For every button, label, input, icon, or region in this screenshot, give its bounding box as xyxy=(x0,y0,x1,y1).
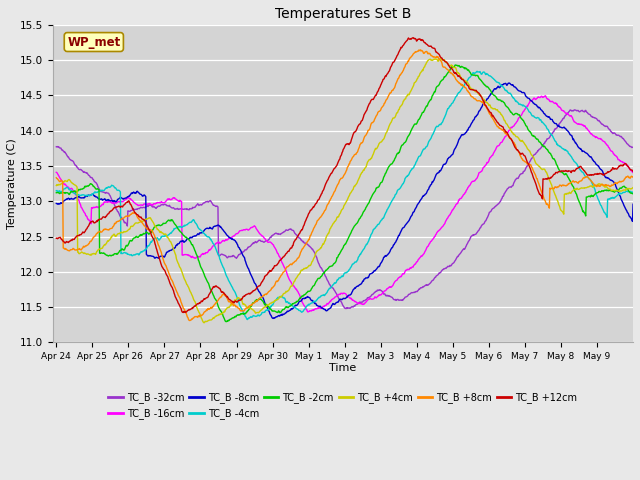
TC_B +8cm xyxy=(286,262,294,267)
TC_B +4cm xyxy=(629,185,637,191)
TC_B -2cm xyxy=(52,190,60,196)
TC_B -4cm xyxy=(474,69,481,74)
TC_B +8cm xyxy=(629,174,637,180)
TC_B -16cm xyxy=(449,207,457,213)
TC_B -32cm xyxy=(343,306,351,312)
TC_B +8cm xyxy=(503,132,511,138)
Line: TC_B -4cm: TC_B -4cm xyxy=(56,72,633,320)
Line: TC_B -8cm: TC_B -8cm xyxy=(56,83,633,318)
TC_B -8cm xyxy=(629,202,637,207)
TC_B -8cm xyxy=(286,307,294,313)
TC_B -16cm xyxy=(285,277,293,283)
TC_B +8cm xyxy=(52,175,60,180)
TC_B -4cm xyxy=(244,317,252,323)
TC_B -32cm xyxy=(307,244,314,250)
TC_B -16cm xyxy=(629,169,637,175)
TC_B -4cm xyxy=(449,100,457,106)
TC_B -2cm xyxy=(223,319,230,324)
TC_B -32cm xyxy=(111,203,119,209)
TC_B -2cm xyxy=(514,111,522,117)
TC_B -16cm xyxy=(503,132,511,138)
TC_B +12cm xyxy=(307,207,315,213)
TC_B +4cm xyxy=(307,262,315,267)
TC_B -4cm xyxy=(286,300,294,306)
TC_B +4cm xyxy=(286,285,294,290)
Y-axis label: Temperature (C): Temperature (C) xyxy=(7,138,17,229)
TC_B -8cm xyxy=(52,201,60,206)
TC_B -32cm xyxy=(570,107,578,113)
TC_B -32cm xyxy=(449,261,457,266)
Legend: TC_B -32cm, TC_B -16cm, TC_B -8cm, TC_B -4cm, TC_B -2cm, TC_B +4cm, TC_B +8cm, T: TC_B -32cm, TC_B -16cm, TC_B -8cm, TC_B … xyxy=(104,389,581,423)
Text: WP_met: WP_met xyxy=(67,36,120,48)
TC_B -8cm xyxy=(307,297,315,303)
Line: TC_B -32cm: TC_B -32cm xyxy=(56,110,633,309)
TC_B +8cm xyxy=(450,72,458,78)
TC_B -2cm xyxy=(111,251,119,256)
TC_B +12cm xyxy=(52,235,60,241)
TC_B +12cm xyxy=(450,69,458,74)
TC_B +12cm xyxy=(514,147,522,153)
TC_B -2cm xyxy=(629,191,637,197)
TC_B -8cm xyxy=(503,82,511,88)
Title: Temperatures Set B: Temperatures Set B xyxy=(275,7,411,21)
TC_B -2cm xyxy=(307,287,315,293)
TC_B -32cm xyxy=(285,226,293,232)
TC_B +4cm xyxy=(200,320,208,325)
TC_B +8cm xyxy=(186,318,193,324)
TC_B -8cm xyxy=(506,80,513,86)
TC_B +4cm xyxy=(111,234,119,240)
TC_B +4cm xyxy=(52,183,60,189)
TC_B -8cm xyxy=(449,151,457,157)
TC_B -32cm xyxy=(52,144,60,150)
TC_B -16cm xyxy=(307,308,315,313)
TC_B -2cm xyxy=(451,62,459,68)
TC_B -8cm xyxy=(111,198,119,204)
TC_B +12cm xyxy=(179,310,187,315)
TC_B -16cm xyxy=(513,119,521,124)
TC_B -2cm xyxy=(503,104,511,110)
TC_B -32cm xyxy=(629,144,637,150)
TC_B -32cm xyxy=(503,187,511,193)
TC_B +12cm xyxy=(410,35,417,41)
TC_B +8cm xyxy=(111,221,119,227)
Line: TC_B -2cm: TC_B -2cm xyxy=(56,65,633,322)
TC_B +8cm xyxy=(514,147,522,153)
TC_B +12cm xyxy=(286,246,294,252)
TC_B -4cm xyxy=(514,99,522,105)
TC_B +4cm xyxy=(436,56,444,61)
Line: TC_B +12cm: TC_B +12cm xyxy=(56,38,633,312)
TC_B -16cm xyxy=(304,309,312,315)
TC_B -4cm xyxy=(629,189,637,195)
Line: TC_B -16cm: TC_B -16cm xyxy=(56,96,633,312)
TC_B -16cm xyxy=(52,169,60,175)
X-axis label: Time: Time xyxy=(329,362,356,372)
TC_B -8cm xyxy=(269,315,277,321)
TC_B -32cm xyxy=(513,175,521,181)
TC_B -4cm xyxy=(52,188,60,193)
TC_B +12cm xyxy=(111,205,119,211)
TC_B +4cm xyxy=(450,65,458,71)
TC_B -4cm xyxy=(503,88,511,94)
TC_B -4cm xyxy=(111,185,119,191)
TC_B -2cm xyxy=(286,303,294,309)
TC_B -8cm xyxy=(514,87,522,93)
TC_B -16cm xyxy=(541,93,549,98)
TC_B -2cm xyxy=(449,65,457,71)
Line: TC_B +4cm: TC_B +4cm xyxy=(56,59,633,323)
TC_B -4cm xyxy=(307,300,315,306)
TC_B +8cm xyxy=(417,47,424,53)
TC_B +4cm xyxy=(514,134,522,140)
TC_B +4cm xyxy=(503,121,511,127)
Line: TC_B +8cm: TC_B +8cm xyxy=(56,50,633,321)
TC_B +8cm xyxy=(307,232,315,238)
TC_B +12cm xyxy=(503,130,511,135)
TC_B +12cm xyxy=(629,168,637,174)
TC_B -16cm xyxy=(111,200,119,206)
